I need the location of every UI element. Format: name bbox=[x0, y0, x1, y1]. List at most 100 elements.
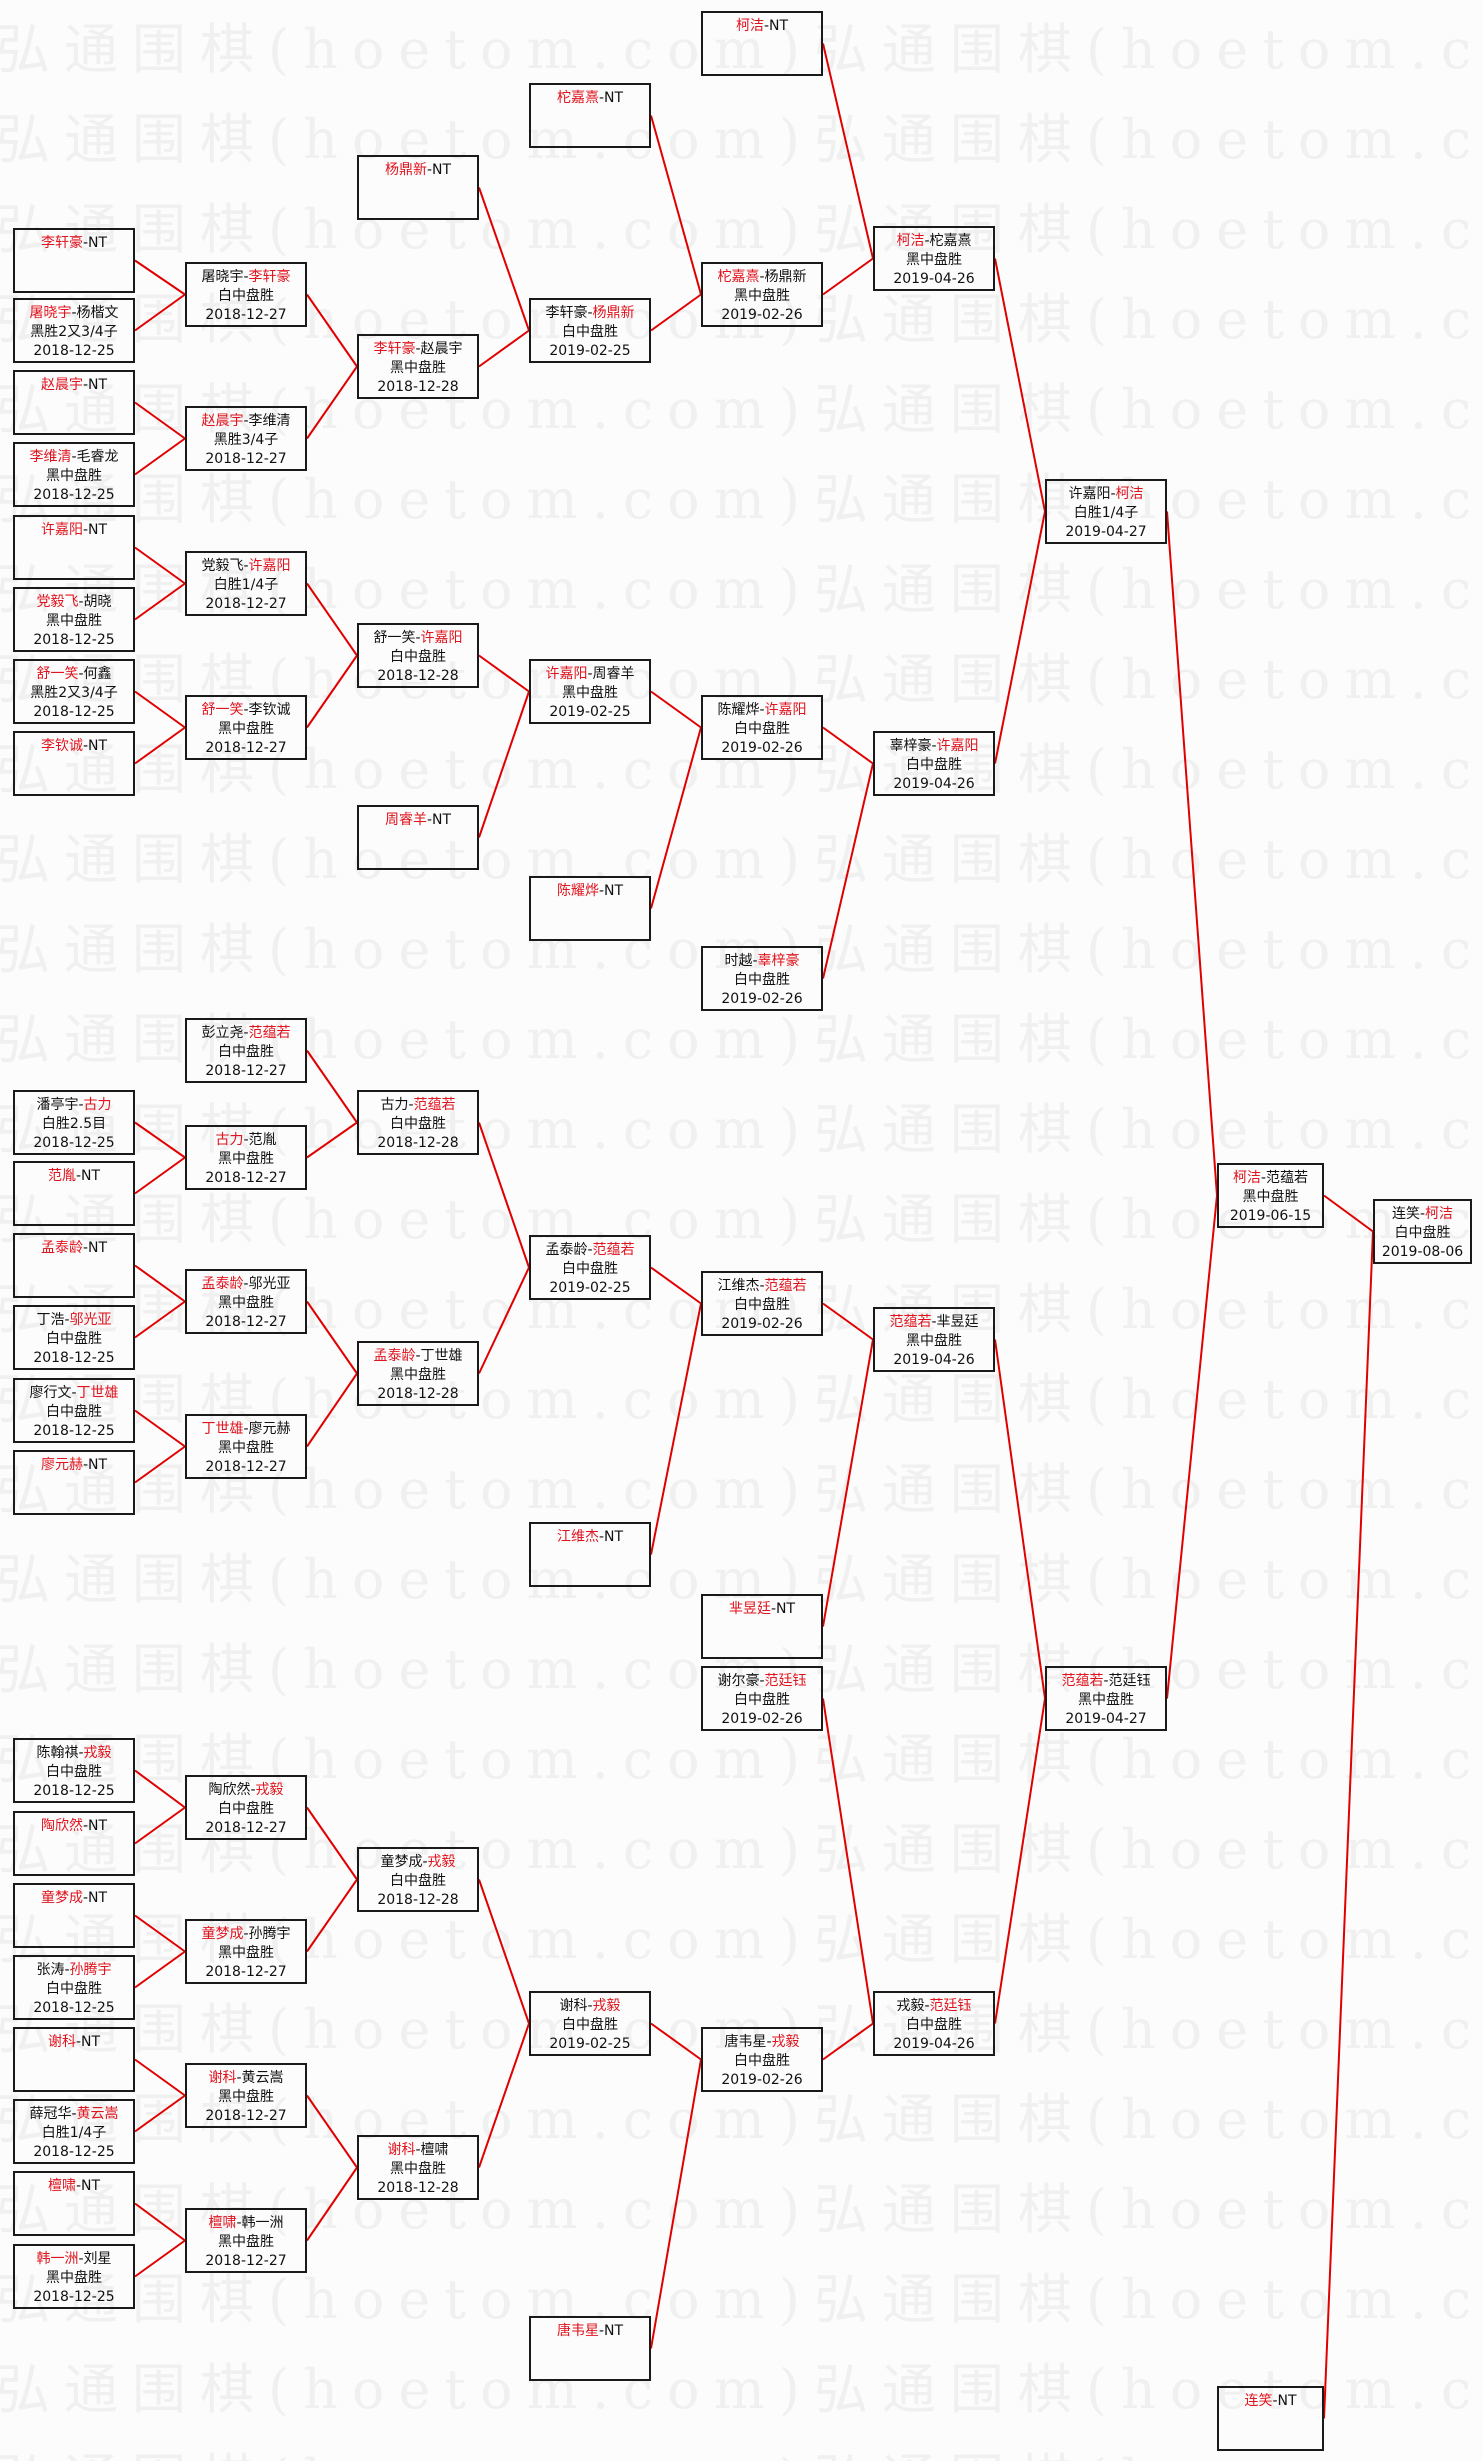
match-result: 白中盘胜 bbox=[734, 721, 790, 737]
match-box: 党毅飞-胡晓 黑中盘胜 2018-12-25 bbox=[13, 587, 135, 652]
match-box: 李维清-毛睿龙 黑中盘胜 2018-12-25 bbox=[13, 442, 135, 507]
connector-line bbox=[478, 2023, 530, 2168]
player-a: 许嘉阳 bbox=[1068, 486, 1111, 502]
match-players: 屠晓宇-杨楷文 bbox=[15, 304, 133, 323]
match-date: 2018-12-27 bbox=[205, 1964, 287, 1980]
match-result: 白中盘胜 bbox=[562, 2017, 618, 2033]
connector-line bbox=[478, 1267, 530, 1374]
separator: - bbox=[931, 1314, 937, 1330]
separator: - bbox=[415, 2142, 421, 2158]
match-players: 赵晨宇-NT bbox=[15, 376, 133, 395]
player-b: 许嘉阳 bbox=[248, 558, 291, 574]
match-players: 古力-范蕴若 bbox=[359, 1096, 477, 1115]
match-box: 舒一笑-李钦诚 黑中盘胜 2018-12-27 bbox=[185, 695, 307, 760]
match-players: 陈翰祺-戎毅 bbox=[15, 1744, 133, 1763]
match-result: 白中盘胜 bbox=[562, 324, 618, 340]
separator: - bbox=[426, 812, 433, 828]
connector-line bbox=[650, 690, 702, 729]
match-result: 白中盘胜 bbox=[390, 1873, 446, 1889]
match-players: 陶欣然-NT bbox=[15, 1817, 133, 1836]
player-b: 李维清 bbox=[248, 413, 291, 429]
match-date: 2018-12-25 bbox=[33, 1783, 115, 1799]
match-box: 时越-辜梓豪 白中盘胜 2019-02-26 bbox=[701, 946, 823, 1011]
match-players: 陈耀烨-NT bbox=[531, 882, 649, 901]
player-b: 范廷钰 bbox=[929, 1998, 972, 2014]
connector-line bbox=[134, 1300, 186, 1339]
match-result: 白中盘胜 bbox=[46, 1981, 102, 1997]
match-date: 2019-04-26 bbox=[893, 776, 975, 792]
connector-line bbox=[650, 115, 702, 295]
separator: - bbox=[759, 1673, 765, 1689]
player-a: 孟泰龄 bbox=[545, 1242, 588, 1258]
separator: - bbox=[759, 702, 765, 718]
match-box: 谢科-戎毅 白中盘胜 2019-02-25 bbox=[529, 1991, 651, 2056]
connector-line bbox=[822, 1302, 874, 1341]
player-a: 丁世雄 bbox=[201, 1421, 244, 1437]
match-players: 许嘉阳-NT bbox=[15, 521, 133, 540]
match-date: 2018-12-27 bbox=[205, 1170, 287, 1186]
connector-line bbox=[134, 1806, 186, 1845]
match-box: 丁浩-邬光亚 白中盘胜 2018-12-25 bbox=[13, 1305, 135, 1370]
match-box: 陈耀烨-许嘉阳 白中盘胜 2019-02-26 bbox=[701, 695, 823, 760]
player-a: 陶欣然 bbox=[208, 1782, 251, 1798]
connector-line bbox=[650, 727, 702, 909]
player-b: 范蕴若 bbox=[413, 1097, 456, 1113]
match-players: 薛冠华-黄云嵩 bbox=[15, 2105, 133, 2124]
player-a: 李轩豪 bbox=[373, 341, 416, 357]
separator: - bbox=[71, 2106, 77, 2122]
match-date: 2019-02-26 bbox=[721, 2072, 803, 2088]
match-date: 2018-12-25 bbox=[33, 1423, 115, 1439]
match-box: 古力-范胤 黑中盘胜 2018-12-27 bbox=[185, 1125, 307, 1190]
match-date: 2018-12-27 bbox=[205, 1820, 287, 1836]
match-players: 柯洁-NT bbox=[703, 17, 821, 36]
match-players: 陈耀烨-许嘉阳 bbox=[703, 701, 821, 720]
match-box: 柯洁-范蕴若 黑中盘胜 2019-06-15 bbox=[1217, 1163, 1324, 1228]
match-players: 许嘉阳-柯洁 bbox=[1047, 485, 1165, 504]
connector-line bbox=[822, 1698, 874, 2024]
match-date: 2019-04-26 bbox=[893, 271, 975, 287]
match-box: 潘亭宇-古力 白胜2.5目 2018-12-25 bbox=[13, 1090, 135, 1155]
match-result: 白中盘胜 bbox=[906, 2017, 962, 2033]
match-players: 孟泰龄-NT bbox=[15, 1239, 133, 1258]
separator: - bbox=[415, 630, 421, 646]
bye-box: 周睿羊-NT bbox=[357, 805, 479, 870]
separator: - bbox=[82, 1457, 89, 1473]
match-date: 2019-02-25 bbox=[549, 2036, 631, 2052]
match-players: 范胤-NT bbox=[15, 1167, 133, 1186]
separator: - bbox=[598, 90, 605, 106]
player-b: 廖元赫 bbox=[248, 1421, 291, 1437]
player-b: NT bbox=[432, 162, 452, 178]
separator: - bbox=[1419, 1206, 1426, 1222]
connector-line bbox=[306, 654, 358, 729]
match-players: 李维清-毛睿龙 bbox=[15, 448, 133, 467]
match-players: 舒一笑-李钦诚 bbox=[187, 701, 305, 720]
match-players: 陶欣然-戎毅 bbox=[187, 1781, 305, 1800]
separator: - bbox=[243, 1132, 249, 1148]
match-box: 丁世雄-廖元赫 黑中盘胜 2018-12-27 bbox=[185, 1414, 307, 1479]
separator: - bbox=[236, 2070, 242, 2086]
player-b: NT bbox=[604, 883, 624, 899]
separator: - bbox=[82, 1890, 89, 1906]
match-date: 2018-12-25 bbox=[33, 704, 115, 720]
player-b: NT bbox=[81, 1168, 101, 1184]
match-players: 廖行文-丁世雄 bbox=[15, 1384, 133, 1403]
bye-box: 李轩豪-NT bbox=[13, 228, 135, 293]
player-a: 范蕴若 bbox=[1061, 1673, 1104, 1689]
match-players: 唐韦星-戎毅 bbox=[703, 2033, 821, 2052]
player-b: NT bbox=[88, 522, 108, 538]
connector-line bbox=[306, 1372, 358, 1448]
separator: - bbox=[598, 883, 605, 899]
player-b: 范廷钰 bbox=[1108, 1673, 1151, 1689]
connector-line bbox=[822, 763, 874, 979]
connector-line bbox=[822, 43, 874, 259]
player-b: NT bbox=[1277, 2393, 1297, 2409]
match-result: 白中盘胜 bbox=[218, 1044, 274, 1060]
connector-line bbox=[306, 1806, 358, 1881]
match-players: 李钦诚-NT bbox=[15, 737, 133, 756]
player-a: 柯洁 bbox=[1232, 1170, 1261, 1186]
match-box: 古力-范蕴若 白中盘胜 2018-12-28 bbox=[357, 1090, 479, 1155]
match-result: 黑中盘胜 bbox=[390, 2161, 446, 2177]
match-date: 2018-12-28 bbox=[377, 379, 459, 395]
match-result: 黑中盘胜 bbox=[218, 1440, 274, 1456]
player-b: NT bbox=[88, 1240, 108, 1256]
